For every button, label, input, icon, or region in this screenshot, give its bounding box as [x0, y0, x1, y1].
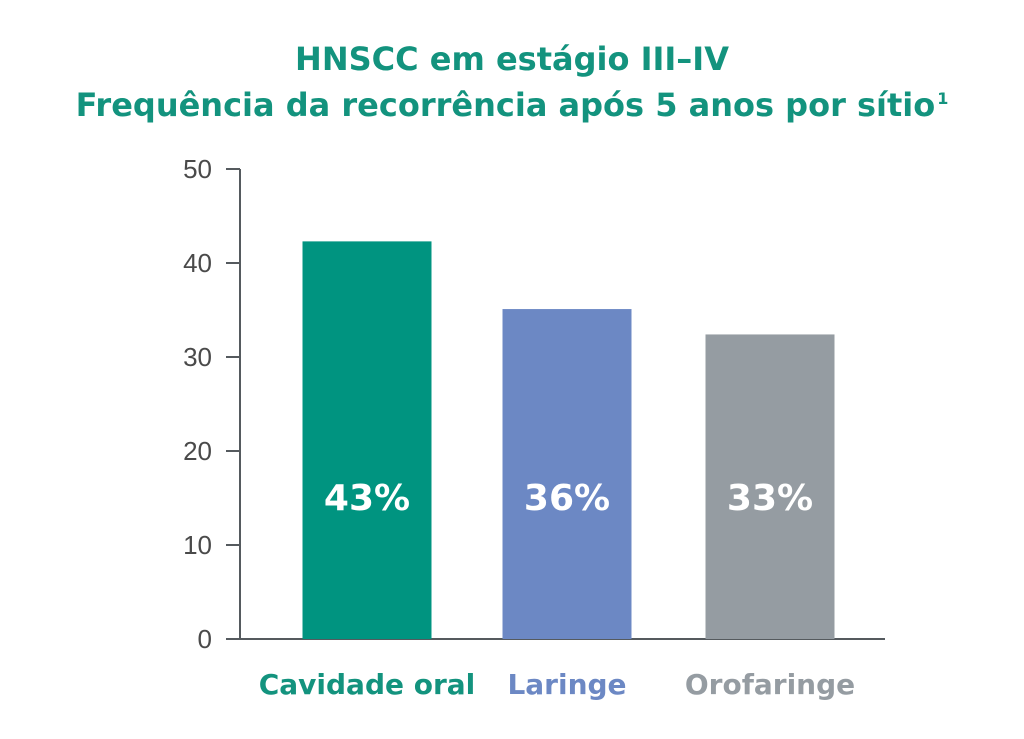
- bar-orofaringe: [705, 334, 835, 639]
- x-category-label: Cavidade oral: [259, 668, 476, 701]
- footnote-marker: 1: [937, 89, 949, 109]
- chart-bars: [302, 241, 835, 639]
- bar-data-label: 36%: [524, 478, 610, 519]
- bar-laringe: [502, 309, 632, 639]
- chart-title-line-2: Frequência da recorrência após 5 anos po…: [75, 86, 949, 124]
- bar-data-label: 43%: [324, 478, 410, 519]
- y-tick-label: 20: [183, 436, 212, 466]
- bar-cavidade-oral: [302, 241, 432, 639]
- chart-title-line-1: HNSCC em estágio III–IV: [295, 40, 729, 78]
- y-tick-label: 10: [183, 530, 212, 560]
- chart-labels: 43% Cavidade oral 36% Laringe 33% Orofaringe: [259, 478, 855, 701]
- x-category-label: Orofaringe: [685, 668, 855, 701]
- y-tick-label: 40: [183, 248, 212, 278]
- chart-axes: 0 10 20 30 40 50: [183, 154, 885, 654]
- bar-data-label: 33%: [727, 478, 813, 519]
- x-category-label: Laringe: [507, 668, 626, 701]
- y-tick-label: 0: [198, 624, 212, 654]
- y-tick-label: 30: [183, 342, 212, 372]
- y-tick-label: 50: [183, 154, 212, 184]
